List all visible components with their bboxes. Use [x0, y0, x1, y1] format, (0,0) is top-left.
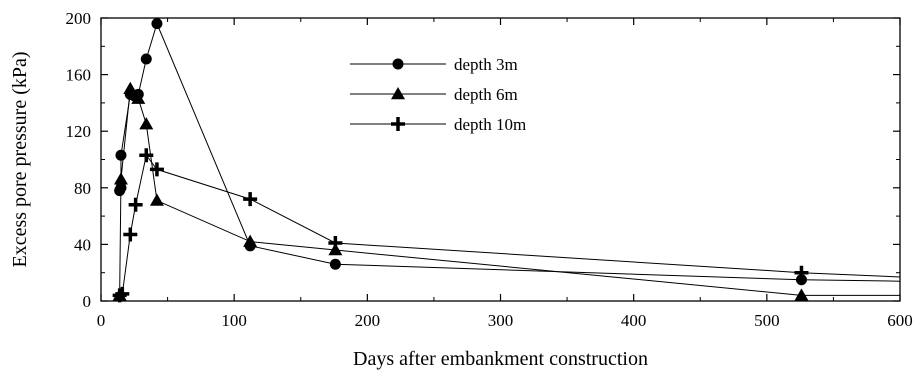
data-point — [115, 149, 127, 161]
data-point — [115, 182, 127, 194]
y-tick-label: 160 — [66, 66, 92, 85]
y-tick-label: 200 — [66, 9, 92, 28]
y-tick-label: 40 — [74, 235, 91, 254]
x-tick-label: 600 — [887, 311, 913, 330]
data-point — [329, 258, 341, 270]
data-point — [243, 192, 258, 207]
series-line-2 — [119, 154, 901, 296]
y-tick-label: 80 — [74, 179, 91, 198]
data-point — [139, 148, 154, 163]
legend-marker — [391, 87, 405, 100]
legend: depth 3m depth 6m depth 10m — [350, 55, 526, 134]
data-point — [140, 53, 152, 65]
data-point — [115, 286, 130, 301]
data-point — [123, 227, 138, 242]
data-point — [151, 18, 163, 30]
legend-label: depth 10m — [454, 115, 526, 134]
data-point — [139, 117, 154, 130]
data-point — [243, 234, 258, 247]
data-point — [795, 274, 807, 286]
x-axis-label: Days after embankment construction — [353, 348, 648, 370]
data-point — [113, 172, 128, 185]
y-axis-ticks: 0 40 80 120 160 200 — [66, 9, 900, 311]
data-point — [123, 81, 138, 94]
legend-marker — [391, 117, 405, 131]
x-axis-ticks: 0 100 200 300 400 500 600 — [97, 18, 913, 330]
y-tick-label: 0 — [83, 292, 92, 311]
data-point — [149, 162, 164, 177]
y-axis-label: Excess pore pressure (kPa) — [9, 51, 31, 267]
x-tick-label: 200 — [355, 311, 381, 330]
data-point — [128, 197, 143, 212]
data-point — [794, 265, 809, 280]
y-tick-label: 120 — [66, 122, 92, 141]
series-markers — [112, 18, 809, 303]
x-tick-label: 400 — [621, 311, 647, 330]
legend-label: depth 3m — [454, 55, 518, 74]
data-point — [328, 235, 343, 250]
x-tick-label: 500 — [754, 311, 780, 330]
data-point — [794, 288, 809, 301]
x-tick-label: 300 — [488, 311, 514, 330]
data-point — [149, 193, 164, 206]
x-tick-label: 100 — [221, 311, 247, 330]
data-point — [131, 91, 146, 104]
legend-marker — [392, 58, 404, 70]
legend-label: depth 6m — [454, 85, 518, 104]
x-tick-label: 0 — [97, 311, 106, 330]
